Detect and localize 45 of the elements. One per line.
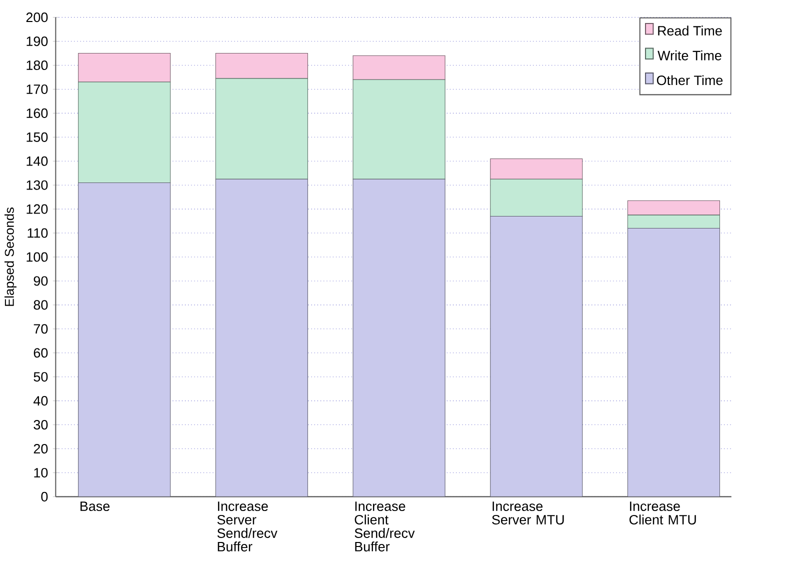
y-tick-label: 200: [26, 12, 48, 22]
y-tick-label: 80: [34, 300, 48, 310]
y-tick-label: 180: [26, 60, 48, 70]
x-tick-label: Increase Client MTU: [629, 502, 696, 525]
x-tick-label: Base: [80, 502, 110, 512]
y-tick-label: 170: [26, 84, 48, 94]
y-tick-label: 30: [34, 420, 48, 430]
bar: [490, 178, 583, 217]
y-tick-label: 110: [28, 228, 48, 238]
y-tick-label: 190: [26, 36, 48, 46]
bar: [352, 55, 446, 80]
bar: [490, 158, 583, 180]
legend-label: Write Time: [658, 50, 722, 60]
bar: [490, 216, 583, 497]
y-tick-label: 140: [26, 156, 48, 166]
y-tick-label: 20: [34, 444, 48, 454]
bar: [627, 200, 720, 216]
y-tick-label: 10: [34, 468, 48, 478]
bar: [78, 82, 171, 184]
y-axis-title: Elapsed Seconds: [4, 208, 16, 306]
bar: [78, 182, 171, 497]
bar: [215, 178, 308, 497]
y-tick-label: 70: [34, 324, 48, 334]
bar: [215, 53, 308, 79]
y-tick-label: 50: [34, 372, 48, 382]
y-tick-label: 150: [26, 132, 48, 142]
x-tick-label: Increase Server Send/recv Buffer: [217, 502, 278, 552]
y-tick-label: 130: [26, 180, 48, 190]
x-tick-label: Increase Client Send/recv Buffer: [354, 502, 415, 552]
y-tick-label: 120: [26, 204, 48, 214]
bar: [627, 214, 720, 229]
legend-label: Read Time: [658, 26, 722, 36]
y-tick-label: 60: [34, 348, 48, 358]
y-tick-label: 90: [34, 276, 48, 286]
y-tick-label: 40: [34, 396, 48, 406]
y-tick-label: 0: [41, 492, 48, 502]
bar: [215, 78, 308, 180]
bar: [627, 228, 720, 497]
bar: [78, 53, 171, 82]
y-tick-label: 100: [26, 252, 48, 262]
x-tick-label: Increase Server MTU: [492, 502, 564, 525]
legend-label: Other Time: [656, 75, 723, 86]
bar: [352, 178, 446, 497]
bar: [352, 79, 446, 180]
y-tick-label: 160: [26, 108, 48, 118]
